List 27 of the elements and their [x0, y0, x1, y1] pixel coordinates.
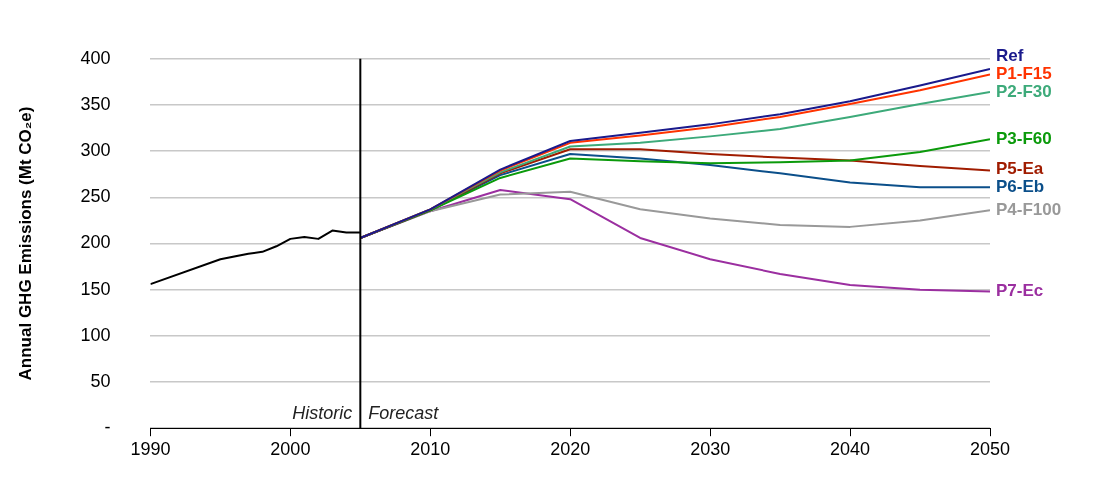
annotation: Historic	[292, 403, 353, 424]
y-tick-label: 300	[80, 140, 111, 161]
x-tick-label: 1990	[130, 438, 171, 459]
series-label: P3-F60	[996, 128, 1052, 148]
x-tick-label: 2020	[550, 438, 591, 459]
series-label: Ref	[996, 45, 1024, 65]
x-tick-label: 2000	[270, 438, 311, 459]
series-label: P2-F30	[996, 81, 1052, 101]
y-tick-label: 200	[80, 232, 111, 253]
x-tick-label: 2010	[410, 438, 451, 459]
x-tick-label: 2030	[690, 438, 731, 459]
y-tick-label: 250	[80, 186, 111, 207]
y-tick-label: 100	[80, 324, 111, 345]
series-label: P5-Ea	[996, 158, 1044, 178]
x-tick-label: 2050	[969, 438, 1011, 459]
y-axis-title: Annual GHG Emissions (Mt CO₂e)	[15, 106, 35, 381]
series-label: P6-Eb	[996, 176, 1045, 196]
series-label: P7-Ec	[996, 281, 1044, 301]
y-tick-label: -	[104, 417, 111, 438]
series-label: P4-F100	[996, 199, 1062, 219]
y-tick-label: 50	[90, 370, 111, 391]
y-tick-label: 150	[80, 278, 111, 299]
series-label: P1-F15	[996, 63, 1052, 83]
x-tick-label: 2040	[830, 438, 871, 459]
y-tick-label: 350	[80, 93, 111, 114]
annotation: Forecast	[368, 403, 440, 424]
y-tick-label: 400	[80, 47, 111, 68]
